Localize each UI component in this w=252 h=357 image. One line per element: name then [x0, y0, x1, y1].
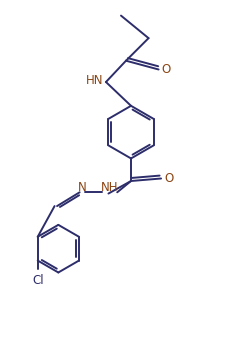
Text: N: N	[78, 181, 86, 194]
Text: NH: NH	[101, 181, 118, 194]
Text: HN: HN	[85, 74, 103, 87]
Text: O: O	[164, 172, 173, 185]
Text: Cl: Cl	[32, 273, 44, 287]
Text: O: O	[162, 63, 171, 76]
